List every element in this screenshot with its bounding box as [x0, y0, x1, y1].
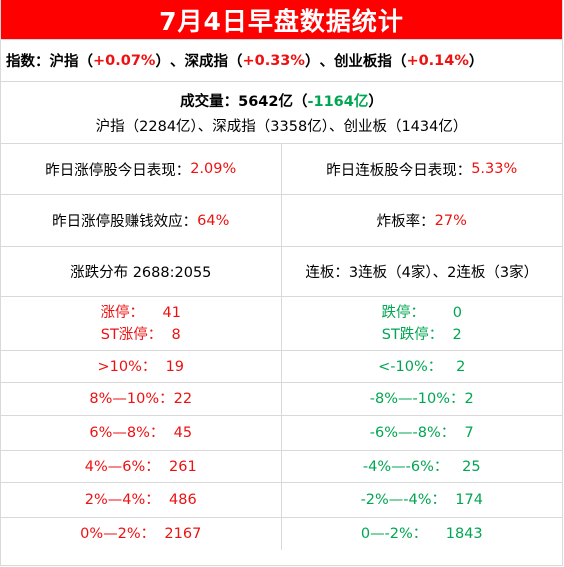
sz-index-change: +0.33%	[242, 52, 305, 69]
down-count-text: <-10%： 2	[378, 358, 466, 375]
up-count-text: 4%—6%： 261	[84, 458, 197, 475]
broken-board-label: 炸板率：	[376, 214, 435, 230]
down-count-cell: <-10%： 2	[282, 351, 563, 382]
paren-open: （	[391, 54, 407, 70]
up-count-cell: 2%—4%： 486	[1, 483, 282, 517]
distribution-row: 0%—2%： 2167 0—-2%： 1843	[1, 518, 562, 550]
down-count-cell: -8%—-10%：2	[282, 383, 563, 415]
yesterday-limit-up-value: 2.09%	[190, 161, 237, 177]
separator: 、	[169, 54, 185, 70]
volume-row: 成交量：5642亿（-1164亿） 沪指（2284亿）、深成指（3358亿）、创…	[1, 82, 562, 144]
sh-index-name: 沪指	[49, 54, 79, 70]
distribution-table: 涨停： 41 ST涨停： 8 跌停： 0 ST跌停： 2 >10%： 19 <-10%： …	[1, 297, 562, 550]
distribution-row: 8%—10%：22 -8%—-10%：2	[1, 383, 562, 416]
up-count-text: 涨停： 41	[100, 304, 181, 321]
page-title: 7月4日早盘数据统计	[1, 0, 562, 40]
money-effect-label: 昨日涨停股赚钱效应：	[52, 214, 198, 230]
down-count-text: -6%—-8%： 7	[369, 425, 474, 441]
up-count-cell: >10%： 19	[1, 351, 282, 382]
up-count-cell: 8%—10%：22	[1, 383, 282, 415]
sz-index-name: 深成指	[184, 54, 228, 70]
cy-index-name: 创业板指	[333, 54, 392, 70]
yesterday-consecutive-cell: 昨日连板股今日表现： 5.33%	[282, 144, 563, 194]
distribution-summary-row: 涨跌分布 2688:2055 连板：3连板（4家）、2连板（3家）	[1, 247, 562, 297]
volume-label: 成交量：	[180, 93, 239, 110]
down-count-text: -4%—-6%： 25	[362, 458, 481, 475]
up-count-cell: 涨停： 41 ST涨停： 8	[1, 297, 282, 350]
paren-close: ）	[304, 54, 320, 70]
down-count-text: 跌停： 0	[381, 304, 462, 321]
up-count-cell: 6%—8%： 45	[1, 416, 282, 450]
down-count-cell: 0—-2%： 1843	[282, 518, 563, 550]
yesterday-consecutive-value: 5.33%	[471, 161, 518, 177]
consecutive-boards: 连板：3连板（4家）、2连板（3家）	[305, 265, 539, 281]
up-count-text: 8%—10%：22	[89, 391, 193, 407]
yesterday-limit-up-label: 昨日涨停股今日表现：	[45, 162, 191, 179]
volume-change: -1164亿	[307, 93, 369, 110]
paren-close: ）	[468, 54, 484, 70]
volume-value: 5642亿	[238, 93, 293, 110]
paren-open: （	[292, 93, 308, 110]
paren-close: ）	[155, 54, 170, 70]
volume-summary: 成交量：5642亿（-1164亿）	[180, 90, 383, 111]
sh-index-change: +0.07%	[93, 52, 156, 69]
yesterday-consecutive-label: 昨日连板股今日表现：	[326, 162, 472, 179]
money-effect-cell: 昨日涨停股赚钱效应： 64%	[1, 195, 282, 246]
down-count-cell: -4%—-6%： 25	[282, 451, 563, 482]
up-count-text: >10%： 19	[97, 358, 185, 375]
indices-row: 指数： 沪指 （ +0.07% ） 、 深成指 （ +0.33% ） 、 创业板…	[1, 40, 562, 82]
yesterday-limit-up-cell: 昨日涨停股今日表现： 2.09%	[1, 144, 282, 194]
distribution-row: 6%—8%： 45 -6%—-8%： 7	[1, 416, 562, 451]
paren-open: （	[78, 54, 94, 70]
broken-board-value: 27%	[434, 212, 467, 229]
paren-open: （	[227, 54, 243, 70]
cy-index-change: +0.14%	[406, 52, 469, 69]
down-count-cell: -6%—-8%： 7	[282, 416, 563, 450]
paren-close: ）	[368, 93, 383, 110]
down-count-cell: 跌停： 0 ST跌停： 2	[282, 297, 563, 350]
separator: 、	[319, 54, 334, 70]
indices-label: 指数：	[6, 54, 50, 70]
money-effect-value: 64%	[197, 212, 230, 229]
distribution-row: >10%： 19 <-10%： 2	[1, 351, 562, 383]
up-down-distribution: 涨跌分布 2688:2055	[1, 247, 282, 296]
up-count-cell: 4%—6%： 261	[1, 451, 282, 482]
up-count-text: ST涨停： 8	[100, 326, 181, 343]
down-count-cell: -2%—-4%： 174	[282, 483, 563, 517]
distribution-row: 2%—4%： 486 -2%—-4%： 174	[1, 483, 562, 518]
up-count-text: 6%—8%： 45	[89, 425, 193, 441]
performance-row: 昨日涨停股今日表现： 2.09% 昨日连板股今日表现： 5.33%	[1, 144, 562, 195]
down-count-text: ST跌停： 2	[381, 326, 462, 343]
down-count-text: 0—-2%： 1843	[360, 526, 483, 542]
up-count-text: 0%—2%： 2167	[80, 526, 202, 542]
up-count-text: 2%—4%： 486	[84, 492, 197, 508]
down-count-text: -2%—-4%： 174	[360, 492, 483, 508]
down-count-text: -8%—-10%：2	[369, 391, 474, 407]
distribution-row: 涨停： 41 ST涨停： 8 跌停： 0 ST跌停： 2	[1, 297, 562, 351]
up-count-cell: 0%—2%： 2167	[1, 518, 282, 550]
distribution-row: 4%—6%： 261 -4%—-6%： 25	[1, 451, 562, 483]
effect-row: 昨日涨停股赚钱效应： 64% 炸板率： 27%	[1, 195, 562, 247]
broken-board-cell: 炸板率： 27%	[282, 195, 563, 246]
volume-breakdown: 沪指（2284亿）、深成指（3358亿）、创业板（1434亿）	[95, 118, 468, 135]
